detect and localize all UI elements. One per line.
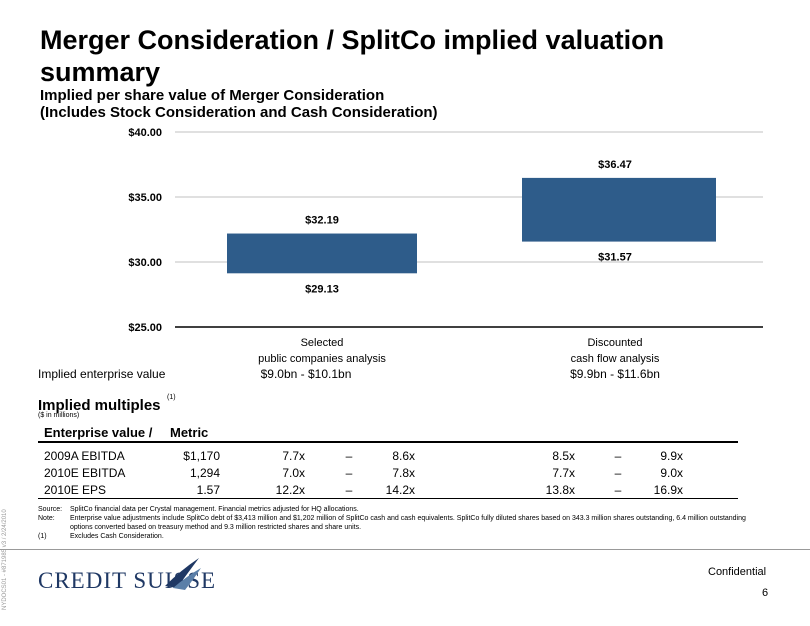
sails-logo-icon [165, 558, 201, 590]
category-label: public companies analysis [258, 353, 386, 365]
implied-ev-value-dcf: $9.9bn - $11.6bn [570, 367, 660, 381]
footer-rule [0, 549, 810, 550]
y-tick-label: $30.00 [128, 257, 162, 269]
row-public-dash: – [345, 466, 353, 480]
bar-low-label: $29.13 [305, 283, 339, 295]
row-public-high: 8.6x [392, 449, 415, 463]
row-dcf-low: 13.8x [545, 483, 575, 497]
row-dcf-dash: – [614, 483, 622, 497]
bar-high-label: $32.19 [305, 215, 339, 227]
multiples-footnote-ref: (1) [167, 394, 176, 401]
row-public-high: 14.2x [385, 483, 415, 497]
row-dcf-high: 16.9x [653, 483, 683, 497]
row-metric: 1.57 [196, 483, 220, 497]
row-public-low: 12.2x [275, 483, 305, 497]
row-public-low: 7.7x [282, 449, 305, 463]
footnote-source-key: Source: [38, 506, 63, 513]
row-dcf-high: 9.0x [660, 466, 683, 480]
valuation-range-chart: $25.00 $30.00 $35.00 $40.00 $32.19 $29.13 Sele… [128, 127, 763, 365]
row-dcf-high: 9.9x [660, 449, 683, 463]
multiples-title: Implied multiples [38, 397, 161, 414]
row-dcf-low: 8.5x [552, 449, 575, 463]
row-public-dash: – [345, 449, 353, 463]
row-public-low: 7.0x [282, 466, 305, 480]
row-metric: $1,170 [183, 449, 220, 463]
table-bottom-rule [38, 498, 738, 499]
category-label: Discounted [587, 337, 642, 349]
row-dcf-low: 7.7x [552, 466, 575, 480]
row-name: 2009A EBITDA [44, 449, 125, 463]
header-metric: Metric [170, 425, 209, 440]
y-tick-label: $25.00 [128, 322, 162, 334]
table-header-rule [38, 441, 738, 443]
category-label: cash flow analysis [571, 353, 660, 365]
row-name: 2010E EBITDA [44, 466, 126, 480]
row-dcf-dash: – [614, 466, 622, 480]
footnote-source-text: SplitCo financial data per Crystal manag… [70, 506, 359, 513]
page-number: 6 [762, 587, 769, 599]
subtitle-line-2: (Includes Stock Consideration and Cash C… [40, 104, 438, 121]
footnote-1-key: (1) [38, 533, 47, 540]
bar-low-label: $31.57 [598, 252, 632, 264]
row-name: 2010E EPS [44, 483, 107, 497]
y-tick-label: $40.00 [128, 127, 162, 139]
header-enterprise-value: Enterprise value / [44, 425, 153, 440]
row-public-dash: – [345, 483, 353, 497]
range-bar [227, 233, 417, 274]
footnote-note-key: Note: [38, 515, 55, 522]
confidential-label: Confidential [708, 566, 767, 578]
range-bar [522, 177, 716, 242]
subtitle-line-1: Implied per share value of Merger Consid… [40, 87, 385, 104]
implied-ev-label: Implied enterprise value [38, 367, 166, 381]
y-tick-label: $35.00 [128, 192, 162, 204]
implied-ev-value-public-comps: $9.0bn - $10.1bn [260, 367, 352, 381]
row-metric: 1,294 [189, 466, 220, 480]
footnote-1-text: Excludes Cash Consideration. [70, 533, 164, 540]
document-id-text: NYDOCS01 - #871985 v3 / 2/24/2010 [2, 509, 8, 610]
row-dcf-dash: – [614, 449, 622, 463]
multiples-units: ($ in millions) [38, 412, 80, 419]
footnote-note-text: Enterprise value adjustments include Spl… [70, 515, 746, 531]
row-public-high: 7.8x [392, 466, 415, 480]
bar-high-label: $36.47 [598, 159, 632, 171]
page-title: Merger Consideration / SplitCo implied v… [40, 25, 665, 87]
category-label: Selected [301, 337, 344, 349]
